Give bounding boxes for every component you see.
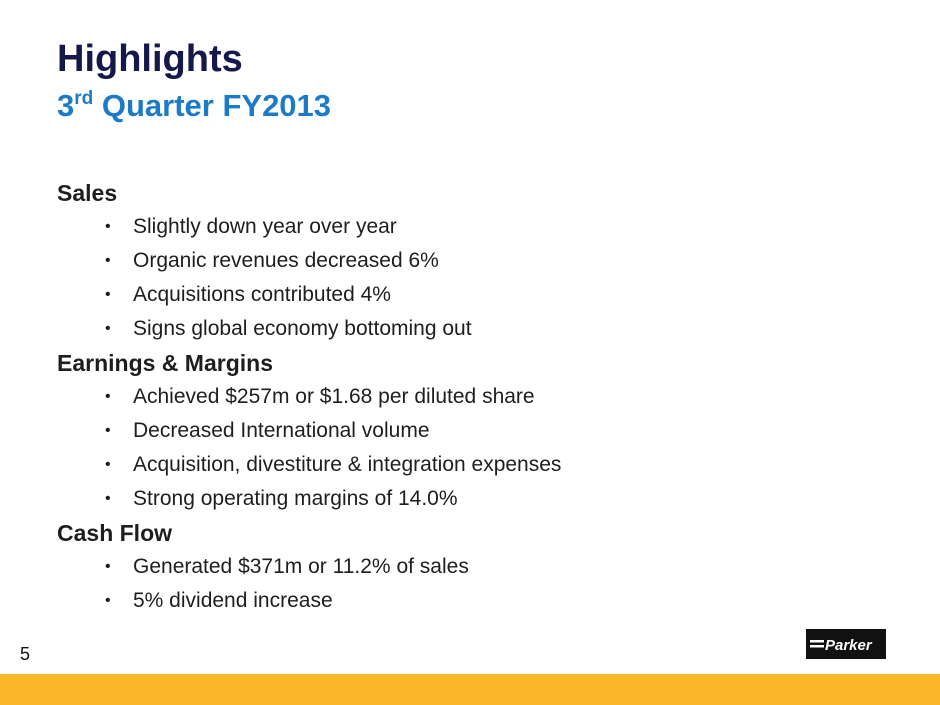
bullet-dot: • <box>105 218 111 235</box>
bullet-text: Acquisition, divestiture & integration e… <box>133 453 562 476</box>
subtitle-rest: Quarter FY2013 <box>93 88 332 123</box>
bullet-text: 5% dividend increase <box>133 589 333 612</box>
bullet-text: Slightly down year over year <box>133 215 397 238</box>
bullet-list: • Generated $371m or 11.2% of sales • 5% d… <box>57 550 917 618</box>
bullet-item: • 5% dividend increase <box>105 584 917 618</box>
bullet-item: • Generated $371m or 11.2% of sales <box>105 550 917 584</box>
section-heading: Sales <box>57 180 118 206</box>
section-earnings-margins: Earnings & Margins • Achieved $257m or $1… <box>57 346 917 516</box>
bullet-text: Organic revenues decreased 6% <box>133 249 439 272</box>
bullet-dot: • <box>105 490 111 507</box>
bullet-dot: • <box>105 422 111 439</box>
bullet-item: • Organic revenues decreased 6% <box>105 244 917 278</box>
slide-title: Highlights <box>57 38 243 80</box>
logo-stripe <box>810 640 824 643</box>
bullet-text: Strong operating margins of 14.0% <box>133 487 458 510</box>
bullet-item: • Slightly down year over year <box>105 210 917 244</box>
bullet-item: • Acquisition, divestiture & integration … <box>105 448 917 482</box>
bullet-text: Acquisitions contributed 4% <box>133 283 391 306</box>
footer-bar <box>0 674 940 705</box>
bullet-list: • Achieved $257m or $1.68 per diluted sha… <box>57 380 917 516</box>
section-heading: Earnings & Margins <box>57 350 273 376</box>
subtitle-ordinal: 3 <box>57 88 75 123</box>
subtitle-ordinal-suffix: rd <box>74 88 94 109</box>
parker-logo: Parker <box>806 629 886 659</box>
parker-logo-mark: Parker <box>806 629 886 659</box>
logo-wordmark: Parker <box>825 637 873 654</box>
section-heading: Cash Flow <box>57 520 173 546</box>
page-number: 5 <box>20 644 31 664</box>
slide-subtitle: 3rd Quarter FY2013 <box>57 88 332 123</box>
bullet-dot: • <box>105 320 111 337</box>
bullet-dot: • <box>105 252 111 269</box>
bullet-dot: • <box>105 558 111 575</box>
bullet-text: Decreased International volume <box>133 419 430 442</box>
bullet-dot: • <box>105 592 111 609</box>
logo-stripe <box>810 645 824 648</box>
logo-background <box>806 629 886 659</box>
bullet-dot: • <box>105 388 111 405</box>
bullet-text: Achieved $257m or $1.68 per diluted shar… <box>133 385 535 408</box>
bullet-item: • Acquisitions contributed 4% <box>105 278 917 312</box>
bullet-text: Generated $371m or 11.2% of sales <box>133 555 469 578</box>
bullet-item: • Achieved $257m or $1.68 per diluted sha… <box>105 380 917 414</box>
bullet-text: Signs global economy bottoming out <box>133 317 472 340</box>
bullet-item: • Signs global economy bottoming out <box>105 312 917 346</box>
bullet-item: • Decreased International volume <box>105 414 917 448</box>
bullet-dot: • <box>105 286 111 303</box>
bullet-list: • Slightly down year over year • Organic r… <box>57 210 917 346</box>
slide-body: Sales • Slightly down year over year • Org… <box>57 176 917 618</box>
bullet-item: • Strong operating margins of 14.0% <box>105 482 917 516</box>
section-cash-flow: Cash Flow • Generated $371m or 11.2% of s… <box>57 516 917 618</box>
section-sales: Sales • Slightly down year over year • Org… <box>57 176 917 346</box>
bullet-dot: • <box>105 456 111 473</box>
